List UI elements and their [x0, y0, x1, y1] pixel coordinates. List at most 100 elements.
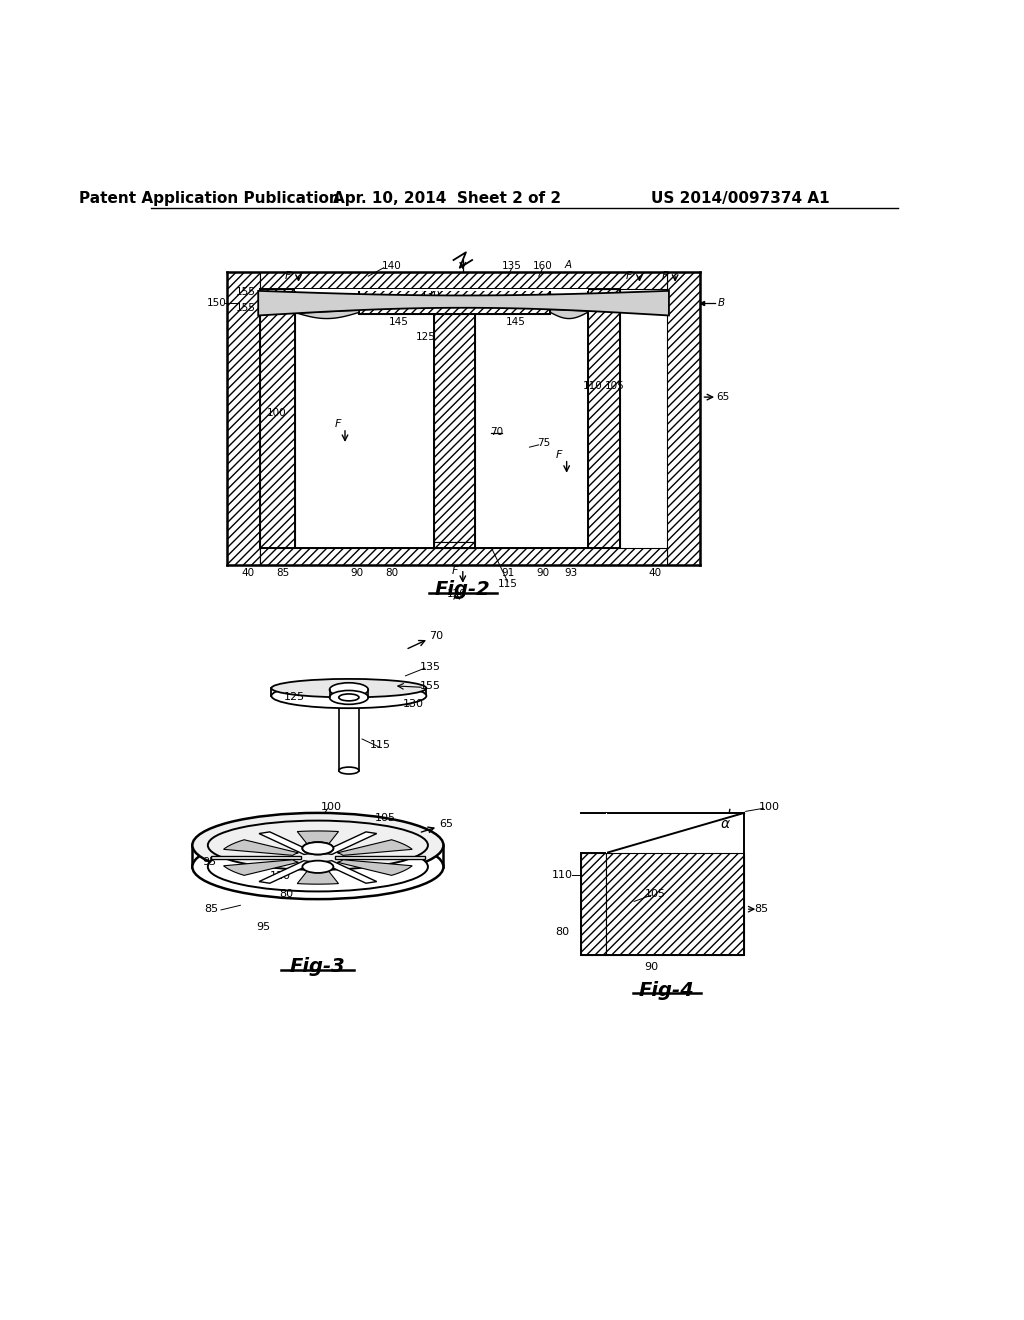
- Text: 100: 100: [759, 801, 779, 812]
- Bar: [359, 289, 550, 314]
- Text: 75: 75: [317, 859, 332, 870]
- Polygon shape: [297, 832, 339, 850]
- Bar: [260, 289, 295, 565]
- Bar: [227, 272, 260, 565]
- Text: 100: 100: [267, 408, 287, 417]
- Bar: [260, 272, 668, 289]
- Bar: [434, 541, 475, 548]
- Text: 40: 40: [648, 568, 662, 578]
- Text: 155: 155: [236, 302, 256, 313]
- Ellipse shape: [271, 678, 426, 697]
- Ellipse shape: [271, 684, 426, 709]
- Polygon shape: [297, 865, 339, 884]
- Ellipse shape: [330, 682, 369, 697]
- Text: $\alpha$: $\alpha$: [720, 817, 731, 830]
- Bar: [295, 289, 359, 543]
- Bar: [582, 853, 606, 956]
- Text: 90: 90: [236, 843, 250, 853]
- Text: Fig-4: Fig-4: [639, 981, 694, 999]
- Ellipse shape: [193, 813, 443, 878]
- Text: 150: 150: [207, 298, 227, 308]
- Text: F: F: [556, 450, 562, 459]
- Text: 85: 85: [276, 568, 290, 578]
- Text: F: F: [626, 271, 632, 281]
- Text: 105: 105: [605, 380, 625, 391]
- Polygon shape: [223, 859, 298, 875]
- Text: 135: 135: [420, 661, 440, 672]
- Text: Apr. 10, 2014  Sheet 2 of 2: Apr. 10, 2014 Sheet 2 of 2: [333, 191, 561, 206]
- Polygon shape: [259, 861, 314, 883]
- Ellipse shape: [302, 861, 334, 873]
- Text: 135: 135: [502, 261, 521, 271]
- Text: 125: 125: [284, 693, 305, 702]
- Ellipse shape: [339, 767, 359, 774]
- Ellipse shape: [208, 842, 428, 891]
- Text: 110: 110: [269, 871, 291, 880]
- Text: 160: 160: [532, 261, 553, 271]
- Text: 85: 85: [754, 904, 768, 915]
- Text: F: F: [662, 271, 669, 281]
- Polygon shape: [259, 832, 314, 854]
- Text: 65: 65: [717, 392, 730, 403]
- Bar: [295, 289, 588, 290]
- Polygon shape: [258, 290, 669, 315]
- Text: 115: 115: [498, 579, 518, 589]
- Text: 145: 145: [389, 317, 410, 326]
- Polygon shape: [295, 310, 359, 318]
- Ellipse shape: [339, 694, 359, 701]
- Polygon shape: [322, 832, 377, 854]
- Text: 130: 130: [421, 290, 440, 301]
- Text: 80: 80: [279, 888, 293, 899]
- Text: 90: 90: [536, 568, 549, 578]
- Text: 105: 105: [644, 888, 666, 899]
- Text: 105: 105: [375, 813, 396, 822]
- Text: 130: 130: [402, 698, 424, 709]
- Bar: [606, 853, 744, 956]
- Text: 100: 100: [321, 801, 342, 812]
- Bar: [588, 289, 621, 565]
- Ellipse shape: [330, 690, 369, 705]
- Ellipse shape: [302, 842, 334, 854]
- Polygon shape: [223, 840, 298, 855]
- Text: 95: 95: [256, 921, 270, 932]
- Text: 115: 115: [370, 741, 391, 750]
- Text: 110: 110: [552, 870, 572, 879]
- Text: F: F: [452, 566, 458, 576]
- Polygon shape: [322, 861, 377, 883]
- Polygon shape: [335, 855, 425, 859]
- Text: Fig-3: Fig-3: [290, 957, 346, 977]
- Text: 91: 91: [501, 568, 514, 578]
- Text: 145: 145: [506, 317, 525, 326]
- Text: 93: 93: [564, 568, 578, 578]
- Text: 85: 85: [205, 904, 219, 915]
- Text: 70: 70: [490, 426, 504, 437]
- Text: 70: 70: [429, 631, 443, 640]
- Bar: [434, 314, 475, 543]
- Polygon shape: [338, 859, 413, 875]
- Ellipse shape: [302, 842, 334, 854]
- Text: F: F: [335, 418, 341, 429]
- Polygon shape: [338, 840, 413, 855]
- Text: 120: 120: [446, 589, 467, 599]
- Ellipse shape: [193, 834, 443, 899]
- Text: 80: 80: [555, 927, 569, 937]
- Text: 40: 40: [242, 568, 255, 578]
- Text: 80: 80: [385, 568, 398, 578]
- Ellipse shape: [208, 821, 428, 870]
- Text: B: B: [718, 298, 725, 308]
- Text: 95: 95: [203, 857, 216, 867]
- Text: 125: 125: [416, 333, 435, 342]
- Text: US 2014/0097374 A1: US 2014/0097374 A1: [651, 191, 829, 206]
- Text: 140: 140: [382, 261, 401, 271]
- Text: A: A: [564, 260, 571, 269]
- Bar: [668, 272, 700, 565]
- Text: 155: 155: [236, 288, 256, 297]
- Text: 155: 155: [420, 681, 440, 690]
- Text: 75: 75: [537, 438, 550, 449]
- Text: 90: 90: [350, 568, 364, 578]
- Bar: [260, 548, 668, 565]
- Text: Fig-2: Fig-2: [435, 579, 490, 599]
- Text: Patent Application Publication: Patent Application Publication: [79, 191, 340, 206]
- Text: 65: 65: [438, 820, 453, 829]
- Text: 110: 110: [583, 380, 603, 391]
